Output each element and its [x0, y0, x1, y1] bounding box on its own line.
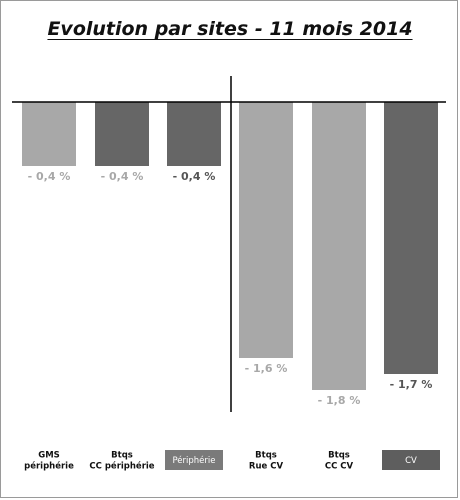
data-label-0: - 0,4 % [28, 170, 71, 183]
category-box-2 [165, 450, 223, 470]
bar-0 [22, 102, 76, 166]
chart-title: Evolution par sites - 11 mois 2014 [47, 18, 413, 40]
category-label-4-0: Btqs [328, 451, 350, 461]
data-label-4: - 1,8 % [318, 394, 361, 407]
category-label-0-1: périphérie [24, 461, 74, 472]
category-label-3-1: Rue CV [249, 462, 284, 472]
bar-3 [239, 102, 293, 358]
data-label-3: - 1,6 % [245, 362, 288, 375]
data-label-1: - 0,4 % [101, 170, 144, 183]
category-label-2-0: Périphérie [172, 455, 215, 466]
category-label-0-0: GMS [38, 451, 60, 461]
bar-5 [384, 102, 438, 374]
category-label-3-0: Btqs [255, 451, 277, 461]
data-label-2: - 0,4 % [173, 170, 216, 183]
category-label-5-0: CV [405, 456, 417, 466]
category-label-1-0: Btqs [111, 451, 133, 461]
bar-4 [312, 102, 366, 390]
bar-2 [167, 102, 221, 166]
category-box-5 [382, 450, 440, 470]
bar-1 [95, 102, 149, 166]
category-label-4-1: CC CV [325, 462, 354, 472]
category-label-1-1: CC périphérie [89, 461, 154, 472]
data-label-5: - 1,7 % [390, 378, 433, 391]
